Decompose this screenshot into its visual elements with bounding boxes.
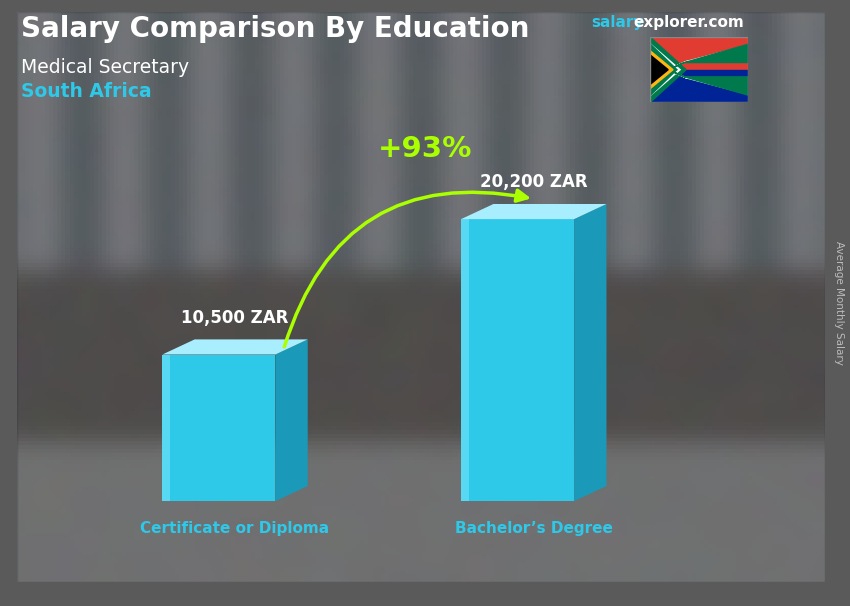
Polygon shape [650,55,668,84]
Polygon shape [668,70,748,94]
Polygon shape [275,339,308,501]
Polygon shape [461,219,469,501]
Polygon shape [650,70,748,102]
Text: South Africa: South Africa [21,82,152,101]
Polygon shape [162,355,275,501]
Text: Average Monthly Salary: Average Monthly Salary [834,241,844,365]
Polygon shape [650,43,678,96]
Polygon shape [650,37,748,70]
Text: 10,500 ZAR: 10,500 ZAR [181,309,289,327]
Text: +93%: +93% [377,135,472,162]
Polygon shape [668,45,748,70]
Polygon shape [574,204,606,501]
Text: salary: salary [591,15,643,30]
Polygon shape [461,204,606,219]
Text: 20,200 ZAR: 20,200 ZAR [480,173,587,191]
FancyArrowPatch shape [284,190,527,347]
Polygon shape [650,51,673,88]
Text: Certificate or Diploma: Certificate or Diploma [140,521,330,536]
Polygon shape [162,355,170,501]
Polygon shape [650,37,686,102]
Bar [17,12,824,582]
Polygon shape [461,219,574,501]
Polygon shape [668,70,748,95]
Text: Salary Comparison By Education: Salary Comparison By Education [21,15,530,43]
Text: Medical Secretary: Medical Secretary [21,58,190,76]
Polygon shape [650,43,681,96]
Polygon shape [162,339,308,355]
Polygon shape [668,44,748,70]
Text: Bachelor’s Degree: Bachelor’s Degree [455,521,613,536]
Text: explorer.com: explorer.com [633,15,744,30]
